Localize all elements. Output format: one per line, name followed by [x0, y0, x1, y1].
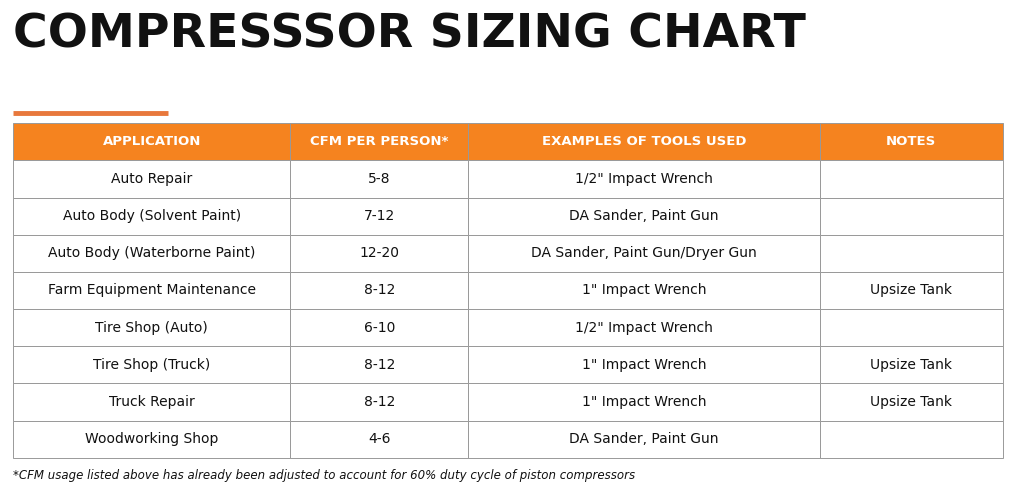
Bar	[13, 235, 291, 272]
Text: 4-6: 4-6	[368, 432, 390, 446]
Bar	[291, 309, 468, 346]
Text: DA Sander, Paint Gun: DA Sander, Paint Gun	[569, 209, 718, 223]
Bar	[468, 235, 820, 272]
Bar	[820, 198, 1003, 235]
Bar	[468, 123, 820, 160]
Bar	[13, 123, 291, 160]
Text: COMPRESSSOR SIZING CHART: COMPRESSSOR SIZING CHART	[13, 13, 806, 57]
Text: EXAMPLES OF TOOLS USED: EXAMPLES OF TOOLS USED	[542, 135, 747, 148]
Text: 8-12: 8-12	[364, 358, 395, 372]
Bar	[468, 198, 820, 235]
Text: 8-12: 8-12	[364, 284, 395, 297]
Text: APPLICATION: APPLICATION	[103, 135, 201, 148]
Text: 12-20: 12-20	[360, 246, 399, 261]
Text: 5-8: 5-8	[368, 172, 390, 186]
Bar	[291, 383, 468, 421]
Text: 6-10: 6-10	[364, 320, 395, 334]
Text: Upsize Tank: Upsize Tank	[871, 358, 952, 372]
Bar	[468, 383, 820, 421]
Bar	[291, 123, 468, 160]
Bar	[820, 235, 1003, 272]
Text: Farm Equipment Maintenance: Farm Equipment Maintenance	[48, 284, 256, 297]
Bar	[13, 160, 291, 198]
Bar	[13, 198, 291, 235]
Bar	[291, 346, 468, 383]
Bar	[291, 272, 468, 309]
Bar	[291, 198, 468, 235]
Text: *CFM usage listed above has already been adjusted to account for 60% duty cycle : *CFM usage listed above has already been…	[13, 469, 635, 482]
Text: 8-12: 8-12	[364, 395, 395, 409]
Bar	[820, 346, 1003, 383]
Bar	[291, 235, 468, 272]
Text: Upsize Tank: Upsize Tank	[871, 395, 952, 409]
Text: Tire Shop (Auto): Tire Shop (Auto)	[96, 320, 208, 334]
Bar	[820, 272, 1003, 309]
Bar	[468, 346, 820, 383]
Text: Woodworking Shop: Woodworking Shop	[85, 432, 218, 446]
Bar	[291, 160, 468, 198]
Bar	[820, 421, 1003, 458]
Bar	[468, 309, 820, 346]
Bar	[820, 383, 1003, 421]
Bar	[820, 309, 1003, 346]
Text: 1" Impact Wrench: 1" Impact Wrench	[582, 284, 706, 297]
Text: CFM PER PERSON*: CFM PER PERSON*	[310, 135, 448, 148]
Bar	[13, 383, 291, 421]
Bar	[13, 346, 291, 383]
Bar	[468, 272, 820, 309]
Text: 1" Impact Wrench: 1" Impact Wrench	[582, 395, 706, 409]
Text: Upsize Tank: Upsize Tank	[871, 284, 952, 297]
Text: Auto Repair: Auto Repair	[111, 172, 192, 186]
Bar	[820, 160, 1003, 198]
Text: DA Sander, Paint Gun/Dryer Gun: DA Sander, Paint Gun/Dryer Gun	[531, 246, 757, 261]
Text: Tire Shop (Truck): Tire Shop (Truck)	[93, 358, 210, 372]
Text: Auto Body (Waterborne Paint): Auto Body (Waterborne Paint)	[48, 246, 255, 261]
Bar	[13, 421, 291, 458]
Text: Truck Repair: Truck Repair	[109, 395, 195, 409]
Text: NOTES: NOTES	[886, 135, 937, 148]
Text: Auto Body (Solvent Paint): Auto Body (Solvent Paint)	[63, 209, 241, 223]
Bar	[291, 421, 468, 458]
Text: 1" Impact Wrench: 1" Impact Wrench	[582, 358, 706, 372]
Text: 1/2" Impact Wrench: 1/2" Impact Wrench	[575, 320, 713, 334]
Bar	[13, 309, 291, 346]
Text: 1/2" Impact Wrench: 1/2" Impact Wrench	[575, 172, 713, 186]
Bar	[468, 160, 820, 198]
Bar	[13, 272, 291, 309]
Text: DA Sander, Paint Gun: DA Sander, Paint Gun	[569, 432, 718, 446]
Bar	[820, 123, 1003, 160]
Text: 7-12: 7-12	[364, 209, 395, 223]
Bar	[468, 421, 820, 458]
